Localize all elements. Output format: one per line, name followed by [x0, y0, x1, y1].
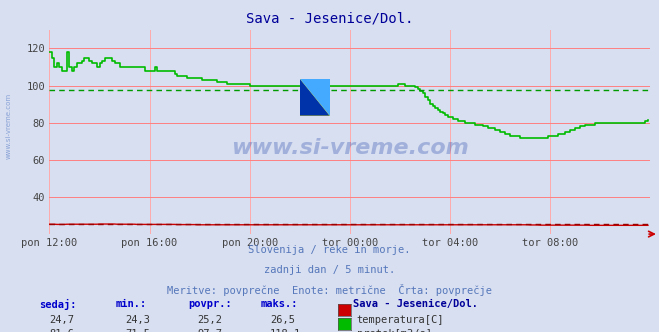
Text: zadnji dan / 5 minut.: zadnji dan / 5 minut. — [264, 265, 395, 275]
Text: www.si-vreme.com: www.si-vreme.com — [231, 138, 469, 158]
Text: 97,7: 97,7 — [198, 329, 223, 332]
Text: www.si-vreme.com: www.si-vreme.com — [5, 93, 11, 159]
Text: 71,5: 71,5 — [125, 329, 150, 332]
Text: 24,3: 24,3 — [125, 315, 150, 325]
Polygon shape — [300, 79, 330, 116]
Text: Sava - Jesenice/Dol.: Sava - Jesenice/Dol. — [246, 12, 413, 26]
Text: maks.:: maks.: — [260, 299, 298, 309]
Text: Sava - Jesenice/Dol.: Sava - Jesenice/Dol. — [353, 299, 478, 309]
Text: povpr.:: povpr.: — [188, 299, 231, 309]
Text: min.:: min.: — [115, 299, 146, 309]
Text: Meritve: povprečne  Enote: metrične  Črta: povprečje: Meritve: povprečne Enote: metrične Črta:… — [167, 284, 492, 296]
Text: sedaj:: sedaj: — [40, 299, 77, 310]
Text: Slovenija / reke in morje.: Slovenija / reke in morje. — [248, 245, 411, 255]
Text: pretok[m3/s]: pretok[m3/s] — [357, 329, 432, 332]
Text: 24,7: 24,7 — [49, 315, 74, 325]
Text: 25,2: 25,2 — [198, 315, 223, 325]
Text: 26,5: 26,5 — [270, 315, 295, 325]
Text: 118,1: 118,1 — [270, 329, 301, 332]
Polygon shape — [300, 79, 330, 116]
Text: 81,6: 81,6 — [49, 329, 74, 332]
Polygon shape — [300, 79, 330, 116]
Text: temperatura[C]: temperatura[C] — [357, 315, 444, 325]
